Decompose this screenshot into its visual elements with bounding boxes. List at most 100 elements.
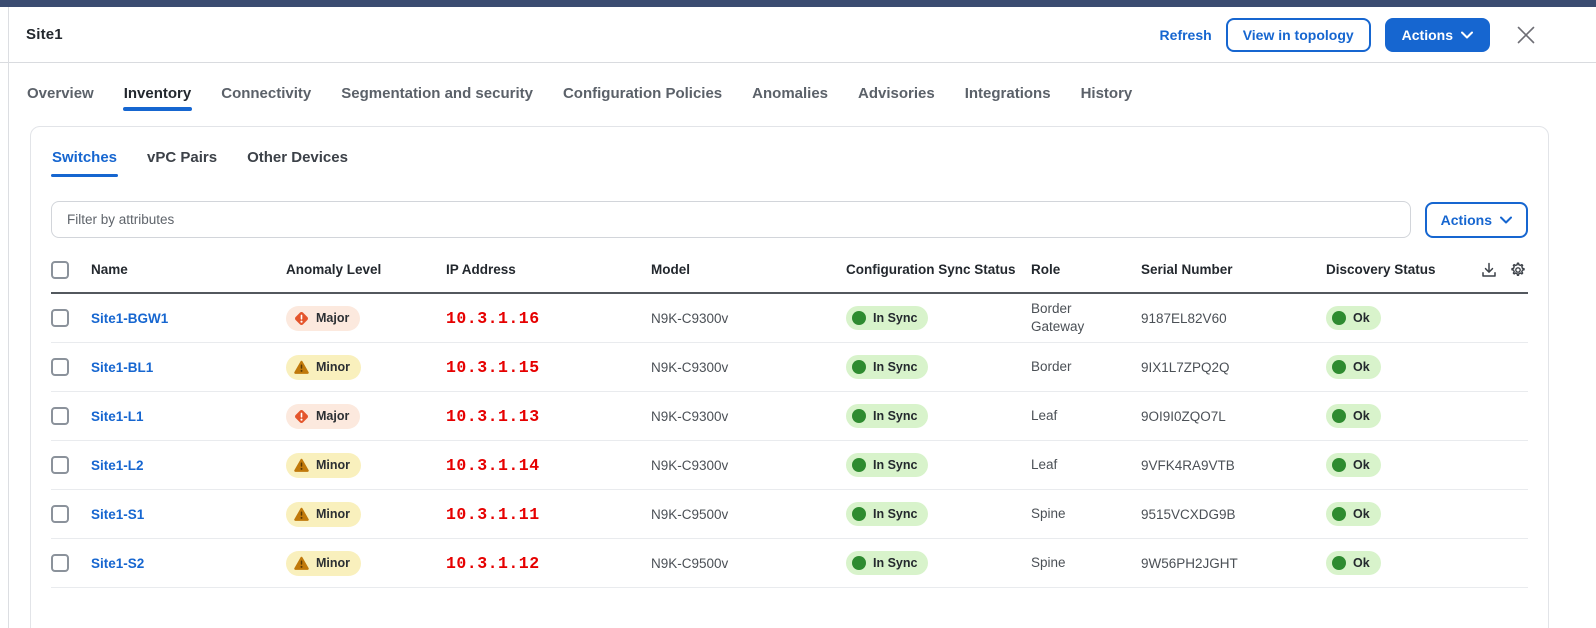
config-sync-status-badge: In Sync (846, 355, 929, 380)
status-dot-icon (1332, 507, 1346, 522)
config-sync-status-label: In Sync (873, 507, 918, 522)
close-button[interactable] (1514, 23, 1538, 47)
subtab-switches[interactable]: Switches (51, 143, 119, 179)
status-dot-icon (1332, 458, 1346, 473)
tab-history[interactable]: History (1080, 85, 1133, 102)
chevron-down-icon (1500, 216, 1512, 224)
table-body: Site1-BGW1 Major 10.3.1.16 N9K-C9300v In Syn… (51, 294, 1528, 589)
tab-configuration-policies[interactable]: Configuration Policies (562, 85, 723, 102)
discovery-status-label: Ok (1353, 409, 1370, 424)
anomaly-level-badge: Minor (286, 550, 362, 576)
role: Spine (1031, 506, 1066, 522)
switch-name-link[interactable]: Site1-BGW1 (91, 310, 169, 326)
table-actions-label: Actions (1440, 211, 1492, 228)
anomaly-level-label: Minor (316, 507, 351, 522)
column-settings-button[interactable] (1508, 260, 1528, 280)
inventory-card: Switches vPC Pairs Other Devices Actions N… (30, 126, 1549, 628)
header-actions: Refresh View in topology Actions (1159, 17, 1538, 52)
subtab-vpc-pairs[interactable]: vPC Pairs (147, 149, 218, 166)
switch-name-link[interactable]: Site1-L2 (91, 457, 144, 473)
row-checkbox[interactable] (51, 407, 69, 426)
tab-segmentation-and-security[interactable]: Segmentation and security (341, 85, 533, 102)
column-header-serial-number: Serial Number (1141, 261, 1233, 277)
header-actions-label: Actions (1401, 26, 1453, 43)
row-checkbox[interactable] (51, 358, 69, 377)
anomaly-level-label: Minor (316, 360, 351, 375)
discovery-status-badge: Ok (1326, 355, 1381, 380)
column-header-role: Role (1031, 261, 1061, 277)
view-in-topology-button[interactable]: View in topology (1225, 17, 1371, 52)
tab-inventory[interactable]: Inventory (122, 63, 193, 118)
header-actions-button[interactable]: Actions (1384, 17, 1490, 52)
role: Leaf (1031, 408, 1058, 424)
row-checkbox[interactable] (51, 505, 69, 524)
column-header-model: Model (651, 261, 690, 277)
anomaly-level-label: Minor (316, 556, 351, 571)
tab-connectivity[interactable]: Connectivity (221, 85, 312, 102)
table-header-row: Name Anomaly Level IP Address Model Conf… (51, 252, 1528, 294)
row-checkbox[interactable] (51, 309, 69, 328)
discovery-status-badge: Ok (1326, 404, 1381, 429)
model: N9K-C9300v (651, 408, 729, 424)
minor-severity-icon (293, 359, 310, 376)
discovery-status-label: Ok (1353, 360, 1370, 375)
model: N9K-C9300v (651, 457, 729, 473)
subtab-bar: Switches vPC Pairs Other Devices (51, 143, 1528, 179)
discovery-status-label: Ok (1353, 458, 1370, 473)
status-dot-icon (1332, 360, 1346, 375)
row-checkbox[interactable] (51, 554, 69, 573)
serial-number: 9IX1L7ZPQ2Q (1141, 359, 1230, 375)
switch-name-link[interactable]: Site1-S2 (91, 555, 145, 571)
close-icon (1514, 23, 1538, 47)
column-header-ip-address: IP Address (446, 261, 516, 277)
status-dot-icon (1332, 311, 1346, 326)
filter-input[interactable] (51, 201, 1411, 238)
anomaly-level-badge: Minor (286, 452, 362, 478)
export-button[interactable] (1480, 261, 1498, 279)
serial-number: 9187EL82V60 (1141, 310, 1227, 326)
config-sync-status-badge: In Sync (846, 551, 929, 576)
select-all-checkbox[interactable] (51, 261, 69, 279)
column-header-anomaly-level: Anomaly Level (286, 261, 382, 277)
role: Leaf (1031, 457, 1058, 473)
panel-left-edge (8, 7, 9, 628)
model: N9K-C9300v (651, 310, 729, 326)
config-sync-status-badge: In Sync (846, 306, 929, 331)
refresh-button[interactable]: Refresh (1159, 26, 1212, 43)
model: N9K-C9300v (651, 359, 729, 375)
tab-advisories[interactable]: Advisories (858, 85, 935, 102)
subtab-other-devices[interactable]: Other Devices (247, 149, 348, 166)
anomaly-level-label: Major (316, 311, 350, 326)
minor-severity-icon (293, 506, 310, 523)
download-icon (1480, 261, 1498, 279)
role: Border (1031, 359, 1072, 375)
status-dot-icon (852, 360, 866, 375)
table-row: Site1-S1 Minor 10.3.1.11 N9K-C9500v In Sync S… (51, 490, 1528, 540)
panel-header: Site1 Refresh View in topology Actions (0, 7, 1596, 63)
anomaly-level-badge: Major (286, 403, 361, 429)
config-sync-status-label: In Sync (873, 556, 918, 571)
discovery-status-badge: Ok (1326, 551, 1381, 576)
anomaly-level-label: Major (316, 409, 350, 424)
row-checkbox[interactable] (51, 456, 69, 475)
column-header-discovery-status: Discovery Status (1326, 261, 1436, 277)
discovery-status-label: Ok (1353, 507, 1370, 522)
serial-number: 9W56PH2JGHT (1141, 555, 1238, 571)
anomaly-level-label: Minor (316, 458, 351, 473)
tab-anomalies[interactable]: Anomalies (752, 85, 829, 102)
tab-integrations[interactable]: Integrations (964, 85, 1051, 102)
discovery-status-badge: Ok (1326, 502, 1381, 527)
table-actions-button[interactable]: Actions (1424, 201, 1528, 238)
table-row: Site1-S2 Minor 10.3.1.12 N9K-C9500v In Sync S… (51, 539, 1528, 589)
status-dot-icon (852, 507, 866, 522)
top-navy-strip (0, 0, 1596, 7)
switch-name-link[interactable]: Site1-S1 (91, 506, 145, 522)
config-sync-status-badge: In Sync (846, 404, 929, 429)
model: N9K-C9500v (651, 506, 729, 522)
anomaly-level-badge: Minor (286, 354, 362, 380)
switch-name-link[interactable]: Site1-L1 (91, 408, 144, 424)
status-dot-icon (852, 311, 866, 326)
discovery-status-badge: Ok (1326, 453, 1381, 478)
switch-name-link[interactable]: Site1-BL1 (91, 359, 154, 375)
tab-overview[interactable]: Overview (27, 85, 94, 102)
